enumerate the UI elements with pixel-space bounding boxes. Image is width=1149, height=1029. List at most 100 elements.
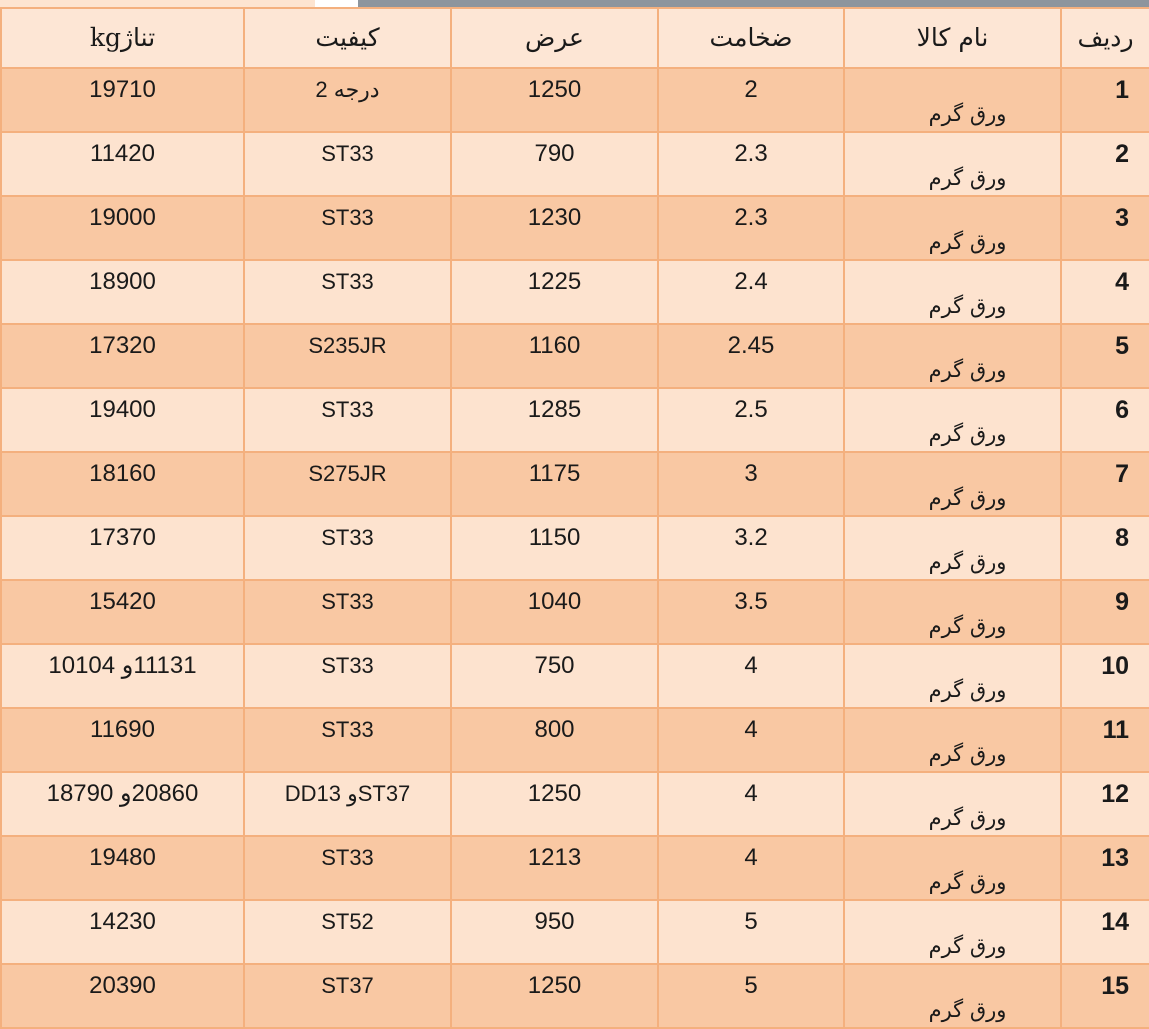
tonnage-value: 11690 <box>90 716 155 743</box>
row-number-value: 8 <box>1115 524 1129 552</box>
quality-value: ST33 <box>321 205 374 230</box>
quality-value: ST33 <box>321 589 374 614</box>
cell-row-number: 10 <box>1060 643 1149 709</box>
width-value: 1160 <box>528 332 581 359</box>
quality-value: ST33 <box>321 845 374 870</box>
product-name-value: ورق گرم <box>928 102 1007 126</box>
tonnage-value: 17370 <box>89 524 156 551</box>
product-name-value: ورق گرم <box>928 358 1007 382</box>
cell-thickness: 4 <box>657 707 845 773</box>
cell-thickness: 3.2 <box>657 515 845 581</box>
cell-tonnage: 19480 <box>0 835 245 901</box>
width-value: 1250 <box>527 76 582 103</box>
row-number-value: 2 <box>1115 140 1129 168</box>
product-name-value: ورق گرم <box>928 422 1007 446</box>
width-value: 1175 <box>528 460 581 487</box>
tonnage-value: 20390 <box>89 972 156 999</box>
product-name-value: ورق گرم <box>928 998 1007 1022</box>
cell-row-number: 14 <box>1060 899 1149 965</box>
thickness-value: 5 <box>744 972 758 999</box>
quality-value: ST33 <box>321 717 374 742</box>
product-name-value: ورق گرم <box>928 934 1007 958</box>
cell-row-number: 4 <box>1060 259 1149 325</box>
header-width: عرض <box>450 7 659 69</box>
cell-tonnage: 19400 <box>0 387 245 453</box>
width-value: 750 <box>534 652 575 679</box>
cell-thickness: 2.3 <box>657 195 845 261</box>
cell-width: 1175 <box>450 451 659 517</box>
width-value: 1150 <box>528 524 581 551</box>
tonnage-value: 17320 <box>89 332 156 359</box>
thickness-value: 4 <box>744 652 758 679</box>
cell-thickness: 2.45 <box>657 323 845 389</box>
cell-quality: ST33 <box>243 195 452 261</box>
row-number-value: 6 <box>1115 396 1129 424</box>
header-product-name: نام کالا <box>843 7 1062 69</box>
product-name-value: ورق گرم <box>928 742 1007 766</box>
cell-width: 1285 <box>450 387 659 453</box>
row-number-value: 12 <box>1101 780 1129 808</box>
cell-thickness: 3 <box>657 451 845 517</box>
header-quality: کیفیت <box>243 7 452 69</box>
product-name-value: ورق گرم <box>928 678 1007 702</box>
cell-quality: ST33 <box>243 387 452 453</box>
cell-row-number: 15 <box>1060 963 1149 1029</box>
cell-thickness: 5 <box>657 899 845 965</box>
header-row-number: ردیف <box>1060 7 1149 69</box>
cell-tonnage: 17320 <box>0 323 245 389</box>
cell-row-number: 5 <box>1060 323 1149 389</box>
quality-value: درجه 2 <box>315 77 380 102</box>
cell-product-name: ورق گرم <box>843 963 1062 1029</box>
tonnage-value: 20860و 18790 <box>46 780 199 807</box>
tonnage-value: 19400 <box>89 396 156 423</box>
tonnage-value: 19710 <box>89 76 156 103</box>
cell-product-name: ورق گرم <box>843 323 1062 389</box>
cell-quality: ST37و DD13 <box>243 771 452 837</box>
cell-tonnage: 11690 <box>0 707 245 773</box>
thickness-value: 4 <box>744 716 758 743</box>
cell-thickness: 4 <box>657 835 845 901</box>
cell-quality: درجه 2 <box>243 67 452 133</box>
row-number-value: 5 <box>1115 332 1129 360</box>
cell-width: 1040 <box>450 579 659 645</box>
cell-product-name: ورق گرم <box>843 67 1062 133</box>
table-row: 13 ورق گرم 4 1213 ST33 19480 <box>0 835 1149 901</box>
thickness-value: 3.5 <box>734 588 768 615</box>
table-row: 5 ورق گرم 2.45 1160 S235JR 17320 <box>0 323 1149 389</box>
cell-product-name: ورق گرم <box>843 259 1062 325</box>
row-number-value: 3 <box>1115 204 1129 232</box>
thickness-value: 4 <box>744 844 758 871</box>
cell-thickness: 2 <box>657 67 845 133</box>
table-row: 1 ورق گرم 2 1250 درجه 2 19710 <box>0 67 1149 133</box>
width-value: 1225 <box>527 268 582 295</box>
cell-quality: ST33 <box>243 835 452 901</box>
cell-thickness: 3.5 <box>657 579 845 645</box>
cell-thickness: 4 <box>657 771 845 837</box>
cell-tonnage: 20860و 18790 <box>0 771 245 837</box>
product-name-value: ورق گرم <box>928 806 1007 830</box>
cell-tonnage: 18900 <box>0 259 245 325</box>
quality-value: S235JR <box>308 333 387 358</box>
cell-product-name: ورق گرم <box>843 515 1062 581</box>
product-name-value: ورق گرم <box>928 294 1007 318</box>
width-value: 1285 <box>527 396 582 423</box>
table-row: 11 ورق گرم 4 800 ST33 11690 <box>0 707 1149 773</box>
cell-quality: ST37 <box>243 963 452 1029</box>
cell-thickness: 2.5 <box>657 387 845 453</box>
quality-value: S275JR <box>308 461 387 486</box>
tonnage-value: 11131و 10104 <box>48 652 197 679</box>
cell-tonnage: 19000 <box>0 195 245 261</box>
row-number-value: 1 <box>1115 76 1129 104</box>
cell-tonnage: 19710 <box>0 67 245 133</box>
tonnage-value: 18900 <box>89 268 156 295</box>
strip-white <box>315 0 358 7</box>
width-value: 790 <box>534 140 575 167</box>
cell-product-name: ورق گرم <box>843 451 1062 517</box>
quality-value: ST33 <box>321 397 374 422</box>
thickness-value: 3 <box>744 460 758 487</box>
cell-product-name: ورق گرم <box>843 771 1062 837</box>
tonnage-value: 18160 <box>89 460 156 487</box>
cell-thickness: 4 <box>657 643 845 709</box>
cell-tonnage: 15420 <box>0 579 245 645</box>
row-number-value: 4 <box>1115 268 1129 296</box>
